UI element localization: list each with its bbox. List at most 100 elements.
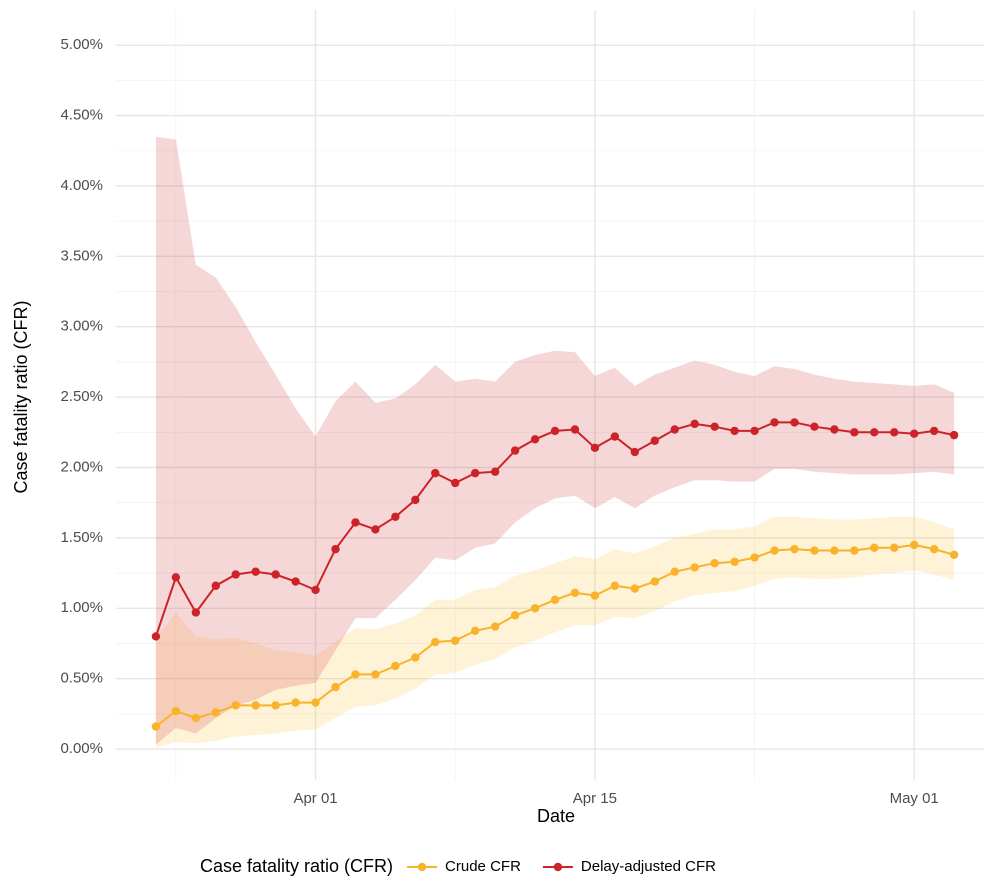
data-point: [251, 701, 260, 710]
data-point: [730, 557, 739, 567]
y-tick-label: 0.50%: [60, 670, 103, 687]
data-point: [470, 626, 480, 635]
data-point: [870, 428, 879, 437]
data-point: [710, 559, 719, 568]
data-point: [351, 670, 360, 679]
data-point: [550, 595, 560, 605]
y-axis-title: Case fatality ratio (CFR): [11, 300, 31, 493]
confidence-band: [155, 136, 955, 745]
data-point: [490, 622, 500, 631]
data-point: [211, 581, 220, 590]
data-point: [510, 611, 520, 620]
data-point: [790, 544, 799, 554]
data-point: [550, 426, 560, 436]
y-tick-label: 2.50%: [60, 388, 103, 405]
data-point: [949, 430, 959, 440]
x-tick-label: Apr 01: [293, 790, 337, 807]
legend-title: Case fatality ratio (CFR): [200, 856, 393, 876]
data-point: [510, 446, 520, 455]
data-point: [650, 577, 659, 586]
data-point: [151, 632, 161, 641]
data-point: [151, 722, 161, 731]
data-point: [830, 425, 839, 434]
data-point: [890, 428, 899, 437]
x-tick-label: Apr 15: [573, 790, 617, 807]
data-point: [431, 637, 440, 647]
data-point: [291, 698, 300, 707]
data-point: [331, 682, 340, 692]
data-point: [929, 544, 939, 554]
data-point: [670, 567, 679, 576]
data-point: [530, 435, 540, 444]
grid: [116, 10, 984, 780]
data-point: [411, 495, 420, 505]
data-point: [850, 428, 859, 437]
data-point: [850, 546, 859, 555]
data-point: [650, 436, 659, 445]
y-tick-label: 1.50%: [60, 529, 103, 546]
data-point: [530, 604, 540, 613]
legend-key: [417, 862, 427, 872]
data-point: [630, 584, 640, 593]
data-point: [311, 698, 320, 707]
data-point: [371, 670, 380, 679]
legend-key: [553, 862, 563, 872]
data-point: [890, 543, 899, 552]
legend-label: Delay-adjusted CFR: [581, 858, 716, 875]
y-tick-label: 0.00%: [60, 740, 103, 757]
data-point: [351, 518, 360, 527]
data-point: [570, 588, 580, 597]
data-point: [311, 585, 320, 595]
x-axis-title: Date: [537, 806, 575, 826]
data-point: [830, 546, 839, 555]
data-point: [451, 636, 460, 645]
data-point: [750, 553, 759, 562]
data-point: [391, 512, 400, 521]
data-point: [211, 708, 220, 717]
data-point: [690, 419, 699, 429]
data-point: [231, 701, 240, 710]
data-point: [490, 467, 500, 476]
confidence-band: [155, 516, 955, 748]
data-point: [690, 563, 699, 572]
data-point: [710, 422, 719, 431]
data-point: [770, 546, 779, 555]
data-point: [371, 525, 380, 534]
data-point: [909, 429, 919, 438]
y-tick-label: 2.00%: [60, 458, 103, 475]
data-point: [929, 426, 939, 436]
data-point: [610, 581, 620, 590]
data-point: [909, 540, 919, 550]
data-point: [590, 591, 600, 600]
data-point: [171, 573, 181, 582]
data-point: [451, 478, 460, 488]
data-point: [670, 425, 679, 434]
y-tick-label: 4.50%: [60, 107, 103, 124]
data-point: [470, 468, 480, 478]
data-point: [750, 426, 759, 436]
data-point: [790, 418, 799, 427]
data-point: [411, 653, 420, 662]
data-point: [271, 570, 280, 579]
y-tick-label: 4.00%: [60, 177, 103, 194]
legend-label: Crude CFR: [445, 858, 521, 875]
y-tick-label: 3.50%: [60, 247, 103, 264]
data-point: [610, 432, 620, 441]
x-tick-label: May 01: [890, 790, 939, 807]
data-point: [770, 418, 779, 427]
data-point: [730, 426, 739, 436]
y-tick-label: 1.00%: [60, 599, 103, 616]
data-point: [191, 608, 201, 617]
data-point: [271, 701, 280, 710]
data-point: [251, 567, 260, 576]
data-point: [191, 713, 201, 723]
data-point: [590, 443, 600, 452]
data-point: [171, 706, 181, 716]
data-point: [949, 550, 959, 559]
data-point: [630, 447, 640, 457]
data-point: [570, 425, 580, 434]
y-tick-label: 3.00%: [60, 318, 103, 335]
data-point: [431, 468, 440, 478]
y-tick-label: 5.00%: [60, 36, 103, 53]
